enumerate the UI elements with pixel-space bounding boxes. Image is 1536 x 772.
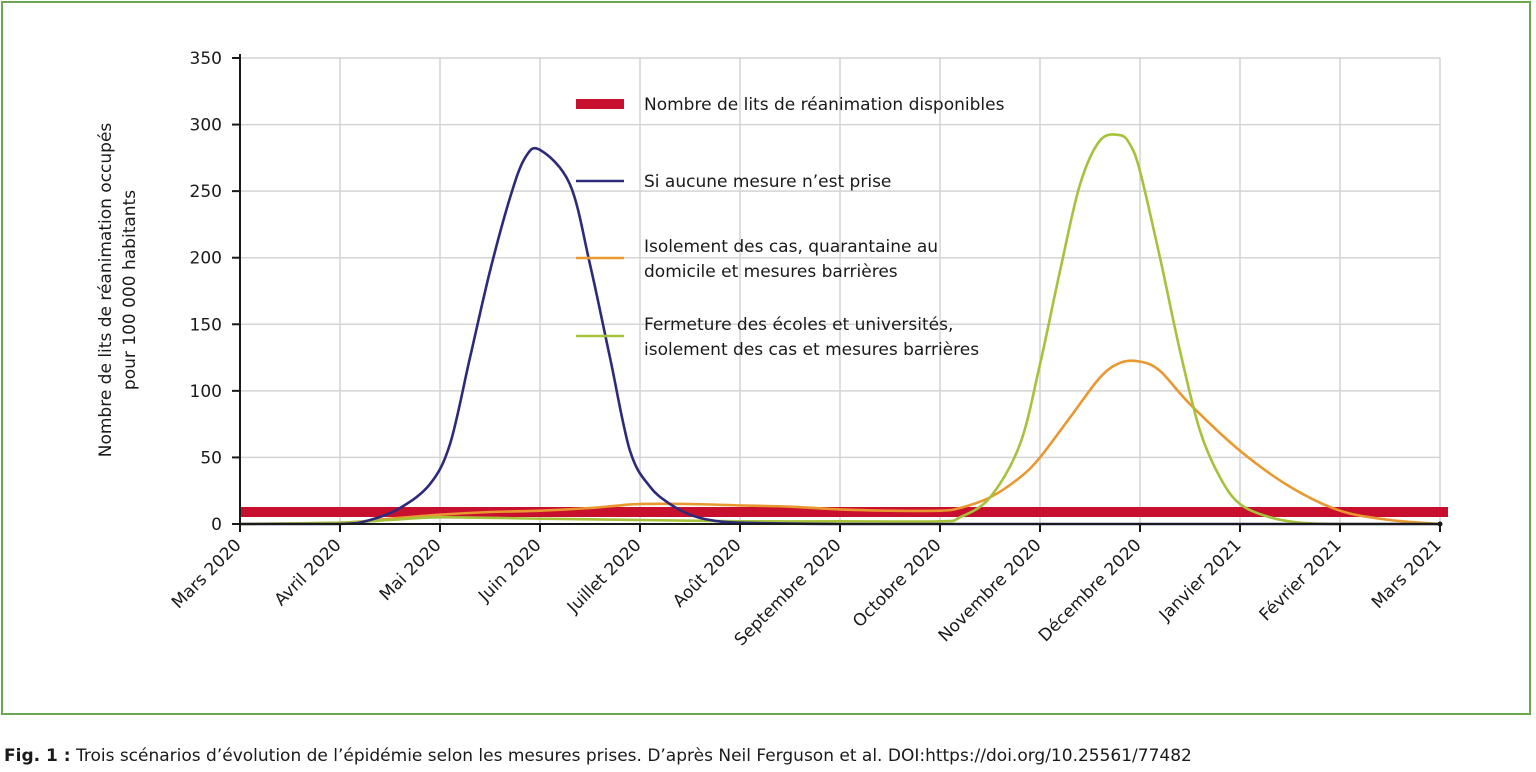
x-tick-label: Décembre 2020 (1035, 535, 1146, 646)
x-tick-label: Septembre 2020 (731, 535, 846, 650)
chart-legend: Nombre de lits de réanimation disponible… (576, 95, 1005, 360)
x-tick-label: Mars 2020 (168, 535, 246, 613)
x-tick-label: Janvier 2021 (1155, 535, 1246, 626)
y-tick-label: 200 (190, 249, 222, 269)
x-tick-label: Juin 2020 (474, 535, 545, 606)
y-tick-label: 150 (190, 315, 222, 335)
caption-label: Fig. 1 : (4, 746, 71, 766)
legend-label: Fermeture des écoles et universités, (644, 315, 953, 335)
x-tick-label: Avril 2020 (271, 535, 346, 610)
x-tick-label: Août 2020 (669, 535, 745, 611)
x-tick-label: Novembre 2020 (935, 535, 1046, 646)
x-tick-label: Février 2021 (1256, 535, 1346, 625)
x-tick-label: Juillet 2020 (563, 535, 646, 618)
chart-axes (232, 54, 1443, 532)
y-tick-label: 0 (211, 515, 222, 535)
y-axis-title-line: pour 100 000 habitants (120, 190, 140, 390)
legend-item-schools: Fermeture des écoles et universités, isol… (576, 315, 979, 360)
legend-label: Isolement des cas, quarantaine au (644, 237, 938, 257)
legend-label: domicile et mesures barrières (644, 262, 898, 282)
line-chart: 0 50 100 150 200 250 300 350 Mars 2020 Avril 202… (96, 49, 1448, 650)
x-tick-label: Octobre 2020 (849, 535, 945, 631)
y-tick-label: 50 (200, 448, 222, 468)
y-tick-label: 300 (190, 116, 222, 136)
legend-label: Si aucune mesure n’est prise (644, 172, 891, 192)
x-tick-label: Mars 2021 (1368, 535, 1446, 613)
figure-caption: Fig. 1 : Trois scénarios d’évolution de … (4, 746, 1192, 766)
y-tick-label: 250 (190, 182, 222, 202)
x-tick-labels: Mars 2020 Avril 2020 Mai 2020 Juin 2020 Juil… (168, 535, 1446, 650)
y-tick-labels: 0 50 100 150 200 250 300 350 (190, 49, 222, 535)
legend-item-no-measures: Si aucune mesure n’est prise (576, 172, 891, 192)
caption-text: Trois scénarios d’évolution de l’épidémi… (75, 746, 1192, 766)
y-axis-title: Nombre de lits de réanimation occupés pou… (96, 123, 140, 458)
figure-frame (1, 1, 1531, 715)
legend-label: Nombre de lits de réanimation disponible… (644, 95, 1005, 115)
legend-label: isolement des cas et mesures barrières (644, 340, 979, 360)
y-tick-label: 100 (190, 382, 222, 402)
chart-grid (240, 57, 1441, 524)
legend-item-capacity: Nombre de lits de réanimation disponible… (576, 95, 1005, 115)
series-line-schools (239, 133, 1440, 526)
legend-item-isolation: Isolement des cas, quarantaine au domicil… (576, 237, 938, 282)
x-tick-label: Mai 2020 (376, 535, 446, 605)
y-tick-label: 350 (190, 49, 222, 69)
y-axis-title-line: Nombre de lits de réanimation occupés (96, 123, 116, 458)
